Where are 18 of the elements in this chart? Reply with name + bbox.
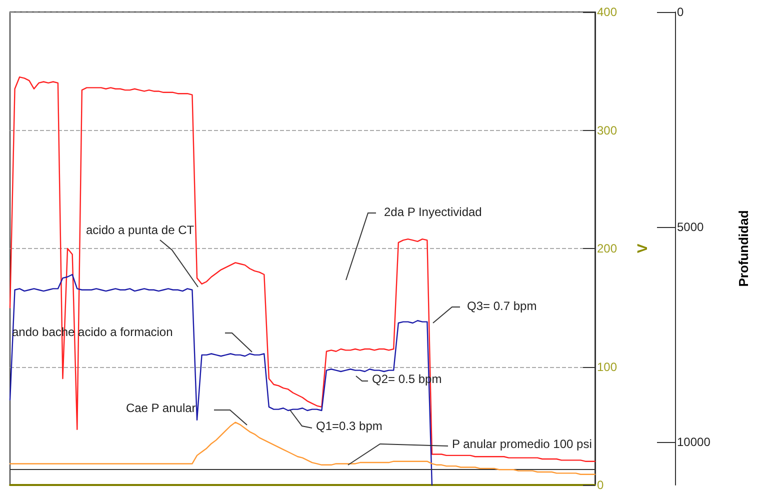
annotation: acido a punta de CT bbox=[86, 223, 195, 237]
y-tick-label: 200 bbox=[597, 242, 618, 256]
y-tick-label: 0 bbox=[597, 478, 604, 491]
y2-tick-label: 5000 bbox=[677, 220, 704, 234]
line-series bbox=[9, 76, 596, 462]
annotation: Q3= 0.7 bpm bbox=[467, 299, 537, 313]
annotation: Q1=0.3 bpm bbox=[316, 419, 382, 433]
line-series bbox=[9, 422, 596, 475]
y-tick-label: 300 bbox=[597, 123, 618, 138]
annotation: Cae P anular bbox=[126, 401, 196, 415]
y2-tick-label: 0 bbox=[677, 5, 684, 19]
y2-axis-title: Profundidad bbox=[736, 210, 751, 287]
annotation: 2da P Inyectividad bbox=[384, 205, 482, 219]
y-tick-label: 100 bbox=[597, 360, 618, 374]
annotation: P anular promedio 100 psi bbox=[452, 437, 592, 451]
y-tick-label: 400 bbox=[597, 5, 618, 19]
y2-tick-label: 10000 bbox=[677, 435, 711, 449]
y-axis-title: V bbox=[634, 243, 650, 254]
